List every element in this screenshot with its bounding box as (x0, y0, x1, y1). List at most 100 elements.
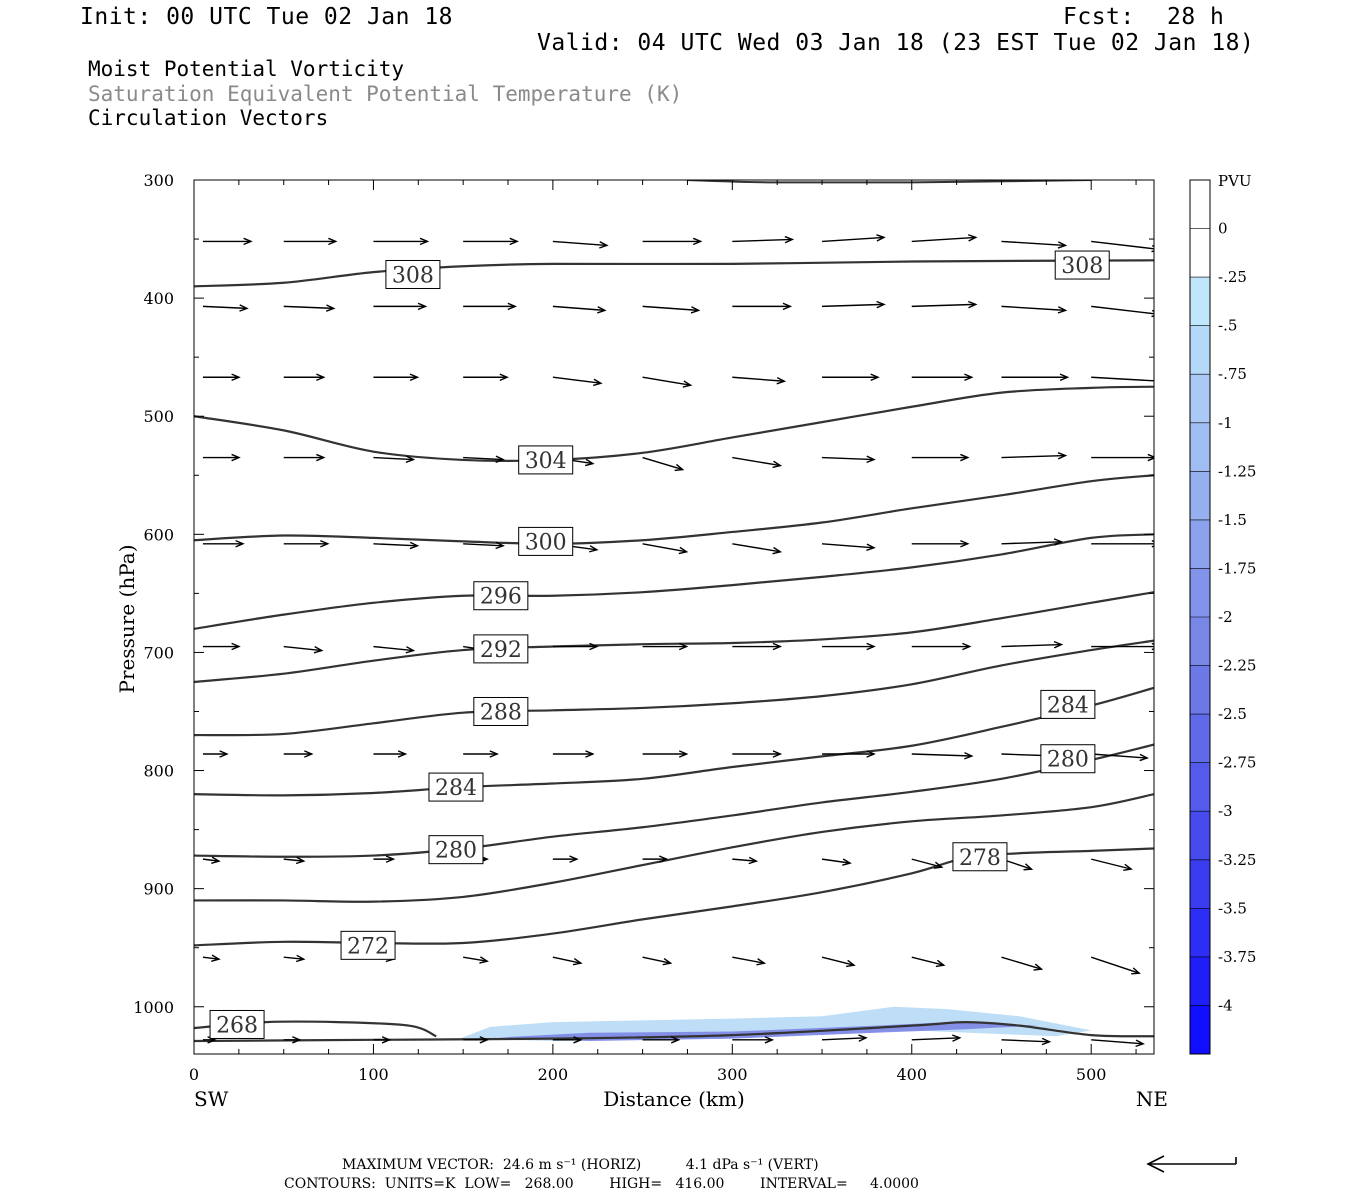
vector-head (316, 373, 326, 382)
vector-head (1053, 538, 1064, 546)
circulation-vector (463, 543, 504, 547)
circulation-vector (552, 305, 605, 312)
colorbar-swatch (1190, 422, 1210, 472)
x-tick-label: 400 (896, 1065, 927, 1084)
circulation-vector (1001, 643, 1062, 648)
vector-head (219, 750, 229, 758)
vector-head (588, 545, 599, 553)
contour-label-box (385, 259, 441, 289)
contour-label: 280 (435, 839, 477, 864)
colorbar-swatch (1190, 617, 1210, 667)
vector-head (776, 376, 787, 385)
circulation-vector (911, 1037, 960, 1041)
colorbar-swatch (1190, 180, 1210, 230)
vector-head (320, 540, 330, 548)
contour-line-304 (194, 385, 1154, 462)
vector-head (772, 546, 783, 555)
vector-head (397, 750, 408, 758)
y-tick-label: 300 (143, 171, 174, 190)
circulation-vector (911, 236, 976, 243)
contour-label: 278 (959, 846, 1001, 871)
colorbar-swatch (1190, 859, 1210, 909)
vector-head (876, 300, 886, 309)
contour-label: 284 (435, 776, 477, 801)
circulation-vector (1001, 956, 1042, 970)
vector-head (858, 1034, 868, 1042)
x-axis-label: Distance (km) (603, 1087, 745, 1111)
vector-head (1023, 863, 1034, 871)
cross-section-chart: 308 308 304 300 296 292 288 284 284 280 280 278 272 2… (115, 171, 1256, 1111)
vector-head (409, 373, 420, 382)
vector-head (1135, 1039, 1145, 1048)
y-tick-label: 600 (143, 525, 174, 544)
colorbar-swatch (1190, 277, 1210, 327)
valid-time: Valid: 04 UTC Wed 03 Jan 18 (23 EST Tue … (537, 30, 1255, 56)
vector-head (658, 855, 669, 863)
vector-head (489, 750, 499, 758)
colorbar-label: -2.5 (1218, 705, 1247, 723)
circulation-vector (642, 456, 683, 471)
vector-head (1033, 963, 1044, 971)
circulation-vector (1091, 305, 1154, 315)
vector-head (231, 453, 241, 462)
vector-head (764, 1036, 775, 1044)
colorbar-swatch (1190, 1005, 1210, 1055)
circulation-vector (732, 858, 757, 862)
circulation-vector (821, 543, 875, 549)
contour-label-box (1040, 689, 1096, 719)
vector-head (866, 750, 876, 758)
circulation-vector (642, 543, 687, 553)
vector-head (1053, 641, 1064, 649)
vector-head (772, 460, 783, 469)
colorbar-label: -2.25 (1218, 657, 1256, 675)
contour-label: 284 (1047, 693, 1089, 718)
vector-head (495, 541, 505, 550)
colorbar-label: -.5 (1218, 317, 1237, 335)
circulation-vector (463, 956, 488, 962)
vector-head (866, 455, 876, 464)
vector-head (952, 1034, 962, 1042)
vector-head (876, 234, 886, 242)
circulation-vector (732, 543, 781, 553)
x-tick-label: 300 (717, 1065, 748, 1084)
contour-label-box (428, 772, 484, 802)
colorbar-swatch (1190, 665, 1210, 715)
title-thetae: Saturation Equivalent Potential Temperat… (88, 82, 683, 106)
vector-head (304, 750, 314, 758)
colorbar-label: -3.75 (1218, 948, 1256, 966)
vector-head (417, 302, 428, 311)
vector-head (381, 1036, 392, 1044)
vector-head (313, 646, 324, 654)
vector-head (842, 858, 852, 866)
circulation-vector (1090, 956, 1140, 974)
x-tick-label: 100 (358, 1065, 389, 1084)
contour-label-box (518, 526, 574, 556)
circulation-vector (1001, 305, 1066, 312)
vector-head (239, 304, 249, 312)
colorbar-swatch (1190, 956, 1210, 1006)
x-tick-label: 200 (538, 1065, 569, 1084)
vector-head (967, 234, 978, 242)
vector-head (585, 750, 595, 758)
y-tick-label: 500 (143, 407, 174, 426)
contour-label-box (952, 842, 1008, 872)
vector-head (409, 541, 420, 550)
circulation-vector (283, 956, 304, 960)
contour-line-8 (194, 793, 1154, 903)
colorbar-label: -.25 (1218, 268, 1247, 286)
vector-head (1139, 753, 1149, 762)
circulation-vector (642, 305, 699, 312)
vector-head (211, 954, 221, 963)
forecast-hour-label: Fcst: (1063, 4, 1135, 30)
circulation-vector (373, 456, 414, 461)
vector-head (573, 1036, 583, 1044)
circulation-vector (821, 956, 855, 966)
circulation-vector (911, 956, 944, 966)
y-tick-label: 400 (143, 289, 174, 308)
circulation-vector (1091, 376, 1154, 382)
circulation-vector (911, 303, 976, 308)
contour-label: 300 (525, 530, 567, 555)
y-axis-label: Pressure (hPa) (115, 545, 139, 694)
vector-head (328, 237, 338, 246)
vector-head (1041, 1037, 1052, 1046)
